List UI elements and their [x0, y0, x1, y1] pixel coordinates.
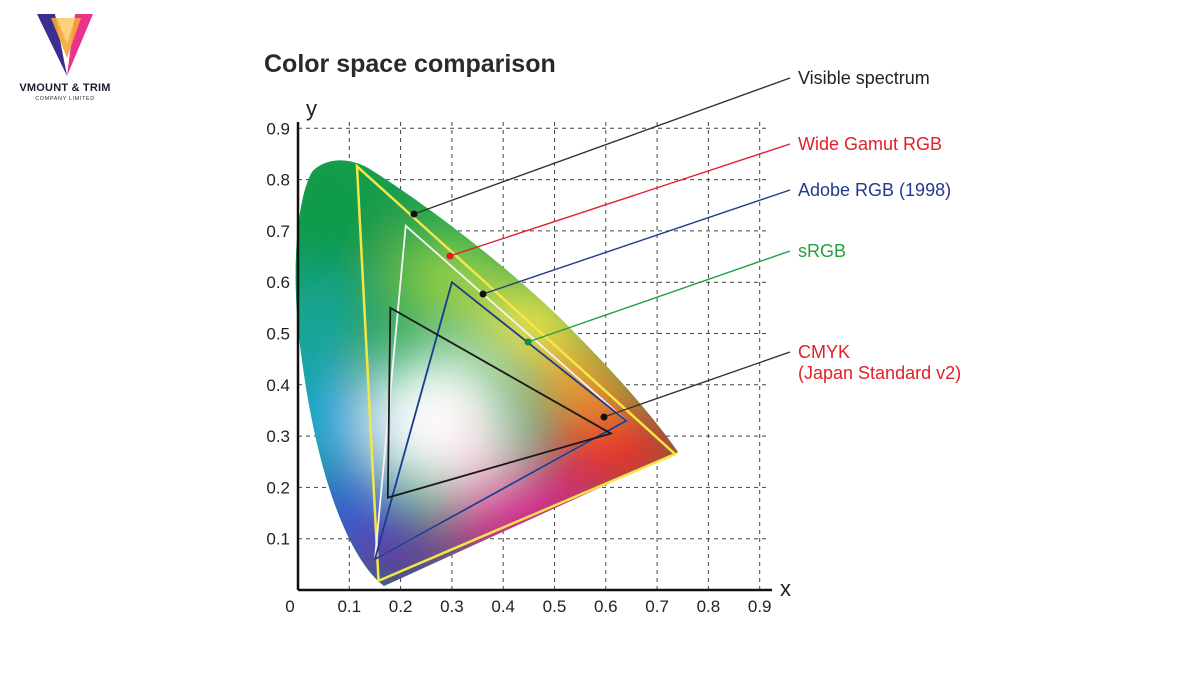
x-tick-label: 0.3 [440, 597, 464, 616]
visible-label: Visible spectrum [798, 68, 930, 88]
cmyk-gamut-triangle [386, 306, 614, 499]
visible-leader-line [413, 77, 791, 215]
y-tick-label: 0.1 [266, 530, 290, 549]
cmyk-leader-line [603, 351, 791, 418]
srgb-leader-dot [524, 338, 532, 346]
wide-label: Wide Gamut RGB [798, 134, 942, 154]
y-tick-label: 0.4 [266, 376, 290, 395]
srgb-label: sRGB [798, 241, 846, 261]
y-tick-label: 0.3 [266, 427, 290, 446]
adobe-label: Adobe RGB (1998) [798, 180, 951, 200]
cmyk-label-line2: (Japan Standard v2) [798, 363, 961, 383]
x-tick-label: 0.8 [697, 597, 721, 616]
brand-subtitle: COMPANY LIMITED [35, 96, 95, 102]
cmyk-label: CMYK [798, 342, 850, 362]
y-tick-label: 0.5 [266, 325, 290, 344]
y-tick-label: 0.7 [266, 222, 290, 241]
x-tick-label: 0.6 [594, 597, 618, 616]
cmyk-leader-dot [600, 413, 608, 421]
axis-ticks: 0 0.1 0.2 0.3 0.4 0.5 0.6 0.7 0.8 0.9 0.1 0.2 0.3 0.4… [266, 119, 771, 616]
x-tick-label: 0.1 [337, 597, 361, 616]
y-tick-label: 0.6 [266, 273, 290, 292]
y-tick-label: 0.9 [266, 119, 290, 138]
x-tick-label: 0.7 [645, 597, 669, 616]
wide-leader-dot [446, 252, 454, 260]
brand-name: VMOUNT & TRIM [19, 82, 111, 94]
adobe-leader-line [482, 189, 791, 295]
x-tick-label: 0.9 [748, 597, 772, 616]
y-axis-label: y [306, 96, 317, 121]
visible-spectrum-locus [295, 160, 678, 586]
y-tick-label: 0.8 [266, 171, 290, 190]
x-tick-label: 0.4 [491, 597, 515, 616]
visible-leader-dot [410, 210, 418, 218]
x-tick-label: 0.5 [543, 597, 567, 616]
x-tick-label: 0 [285, 597, 294, 616]
wide-gamut-triangle [355, 163, 678, 583]
v-logo-icon [37, 14, 93, 76]
company-logo: VMOUNT & TRIM COMPANY LIMITED [10, 14, 120, 109]
x-tick-label: 0.2 [389, 597, 413, 616]
srgb-leader-line [527, 250, 791, 343]
adobe-leader-dot [479, 290, 487, 298]
wide-leader-line [449, 143, 791, 257]
gamut-triangles [355, 163, 678, 583]
diagram-title: Color space comparison [264, 50, 556, 78]
x-axis-label: x [780, 576, 791, 601]
y-tick-label: 0.2 [266, 478, 290, 497]
legend-leaders: Visible spectrum Wide Gamut RGB Adobe RGB … [410, 68, 961, 421]
srgb-gamut-triangle [373, 280, 628, 562]
